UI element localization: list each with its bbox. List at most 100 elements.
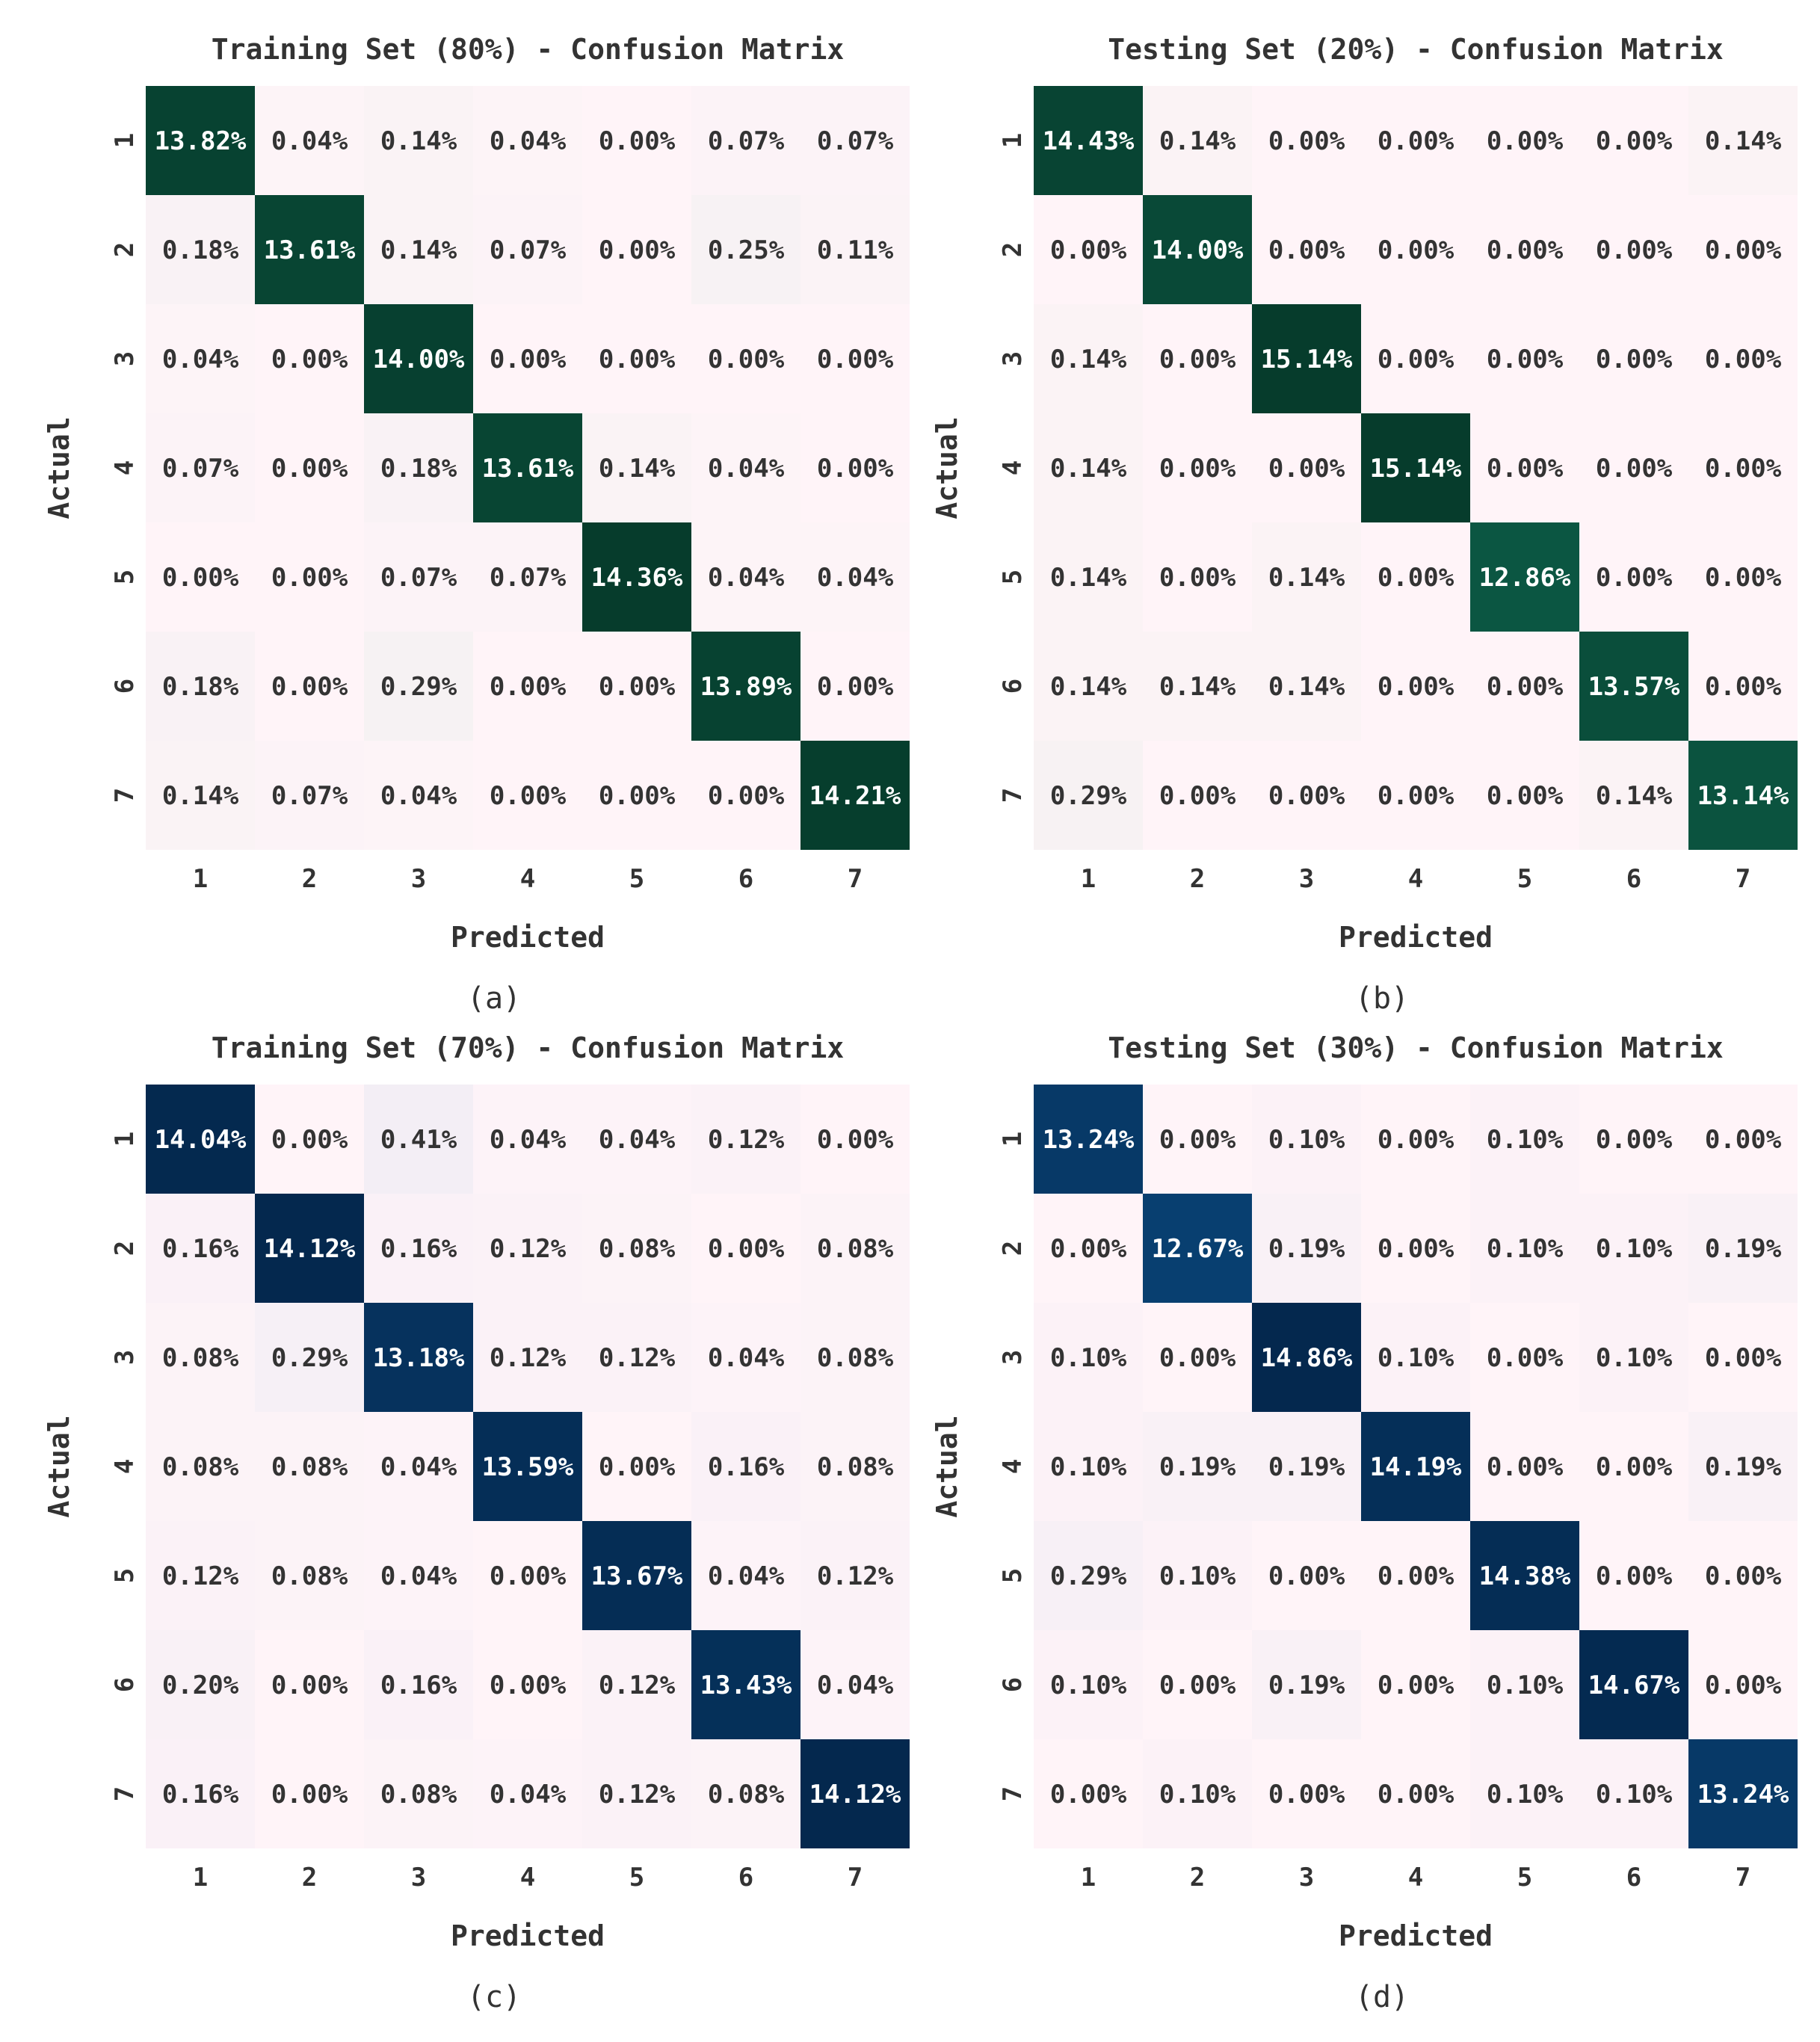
cell-value-label: 0.00% (1487, 672, 1564, 702)
heatmap-cell (1034, 741, 1143, 850)
heatmap-cell (473, 413, 582, 522)
heatmap-cell (1688, 1085, 1798, 1194)
cell-value-label: 0.14% (1050, 345, 1127, 374)
heatmap-cell (1034, 1412, 1143, 1521)
cell-value-label: 13.14% (1697, 781, 1789, 811)
heatmap-cell (691, 1303, 801, 1412)
cell-value-label: 0.19% (1705, 1234, 1782, 1264)
heatmap-cell (1252, 632, 1361, 741)
heatmap-cell (364, 1085, 473, 1194)
cell-value-label: 0.18% (162, 235, 239, 265)
x-tick-label: 7 (848, 1863, 863, 1893)
cell-value-label: 0.00% (1268, 126, 1345, 156)
cell-value-label: 0.29% (1050, 781, 1127, 811)
x-tick-label: 7 (848, 864, 863, 894)
heatmap-cell (364, 741, 473, 850)
panel-caption: (c) (467, 1980, 521, 2014)
heatmap-cell (1034, 632, 1143, 741)
y-tick-label: 1 (998, 133, 1028, 148)
heatmap-cell (1579, 304, 1688, 413)
heatmap-cell (473, 632, 582, 741)
cell-value-label: 0.08% (708, 1780, 785, 1810)
heatmap-cell (1579, 195, 1688, 304)
x-tick-label: 1 (1081, 864, 1096, 894)
heatmap-cell (1688, 1521, 1798, 1630)
y-tick-label: 4 (110, 460, 140, 475)
heatmap-cell (1688, 1412, 1798, 1521)
heatmap-cell (364, 413, 473, 522)
cell-value-label: 13.59% (482, 1452, 574, 1482)
cell-value-label: 0.00% (490, 1671, 567, 1700)
cell-value-label: 0.19% (1268, 1671, 1345, 1700)
cell-value-label: 0.10% (1378, 1343, 1455, 1373)
cell-value-label: 0.08% (162, 1343, 239, 1373)
cell-value-label: 0.00% (490, 345, 567, 374)
cell-value-label: 0.19% (1159, 1452, 1236, 1482)
cell-value-label: 0.04% (162, 345, 239, 374)
cell-value-label: 0.00% (490, 1561, 567, 1591)
heatmap-cell (691, 304, 801, 413)
heatmap-cell (146, 1521, 255, 1630)
heatmap-cell (255, 1630, 364, 1739)
heatmap-cell (146, 522, 255, 632)
heatmap-cell (473, 1521, 582, 1630)
heatmap-cell (364, 86, 473, 195)
heatmap-cell (1470, 1630, 1579, 1739)
heatmap-cell (146, 195, 255, 304)
heatmap-cell (1361, 1085, 1470, 1194)
heatmap-cell (1470, 1194, 1579, 1303)
heatmap-cell (1470, 195, 1579, 304)
cell-value-label: 0.00% (1378, 126, 1455, 156)
y-axis-label: Actual (43, 1415, 75, 1517)
heatmap-cell (1579, 1412, 1688, 1521)
x-tick-label: 7 (1736, 1863, 1750, 1893)
heatmap-cell (1143, 741, 1252, 850)
cell-value-label: 0.14% (162, 781, 239, 811)
cell-value-label: 0.00% (1596, 235, 1673, 265)
heatmap-cell (1579, 1194, 1688, 1303)
x-tick-label: 3 (1299, 1863, 1314, 1893)
cell-value-label: 0.00% (817, 1125, 894, 1155)
heatmap-cell (364, 522, 473, 632)
cell-value-label: 0.07% (490, 235, 567, 265)
heatmap-cell (691, 522, 801, 632)
y-tick-label: 6 (998, 679, 1028, 694)
x-tick-label: 6 (738, 1863, 753, 1893)
x-tick-label: 1 (193, 1863, 208, 1893)
heatmap-cell (691, 195, 801, 304)
heatmap-cell (801, 86, 910, 195)
x-axis-label: Predicted (451, 1919, 605, 1952)
cell-value-label: 13.18% (373, 1343, 465, 1373)
x-tick-label: 5 (1517, 864, 1532, 894)
heatmap-cell (801, 304, 910, 413)
cell-value-label: 0.19% (1705, 1452, 1782, 1482)
cell-value-label: 0.00% (1378, 563, 1455, 593)
x-tick-label: 5 (1517, 1863, 1532, 1893)
heatmap-cell (473, 1630, 582, 1739)
heatmap-cell (1143, 522, 1252, 632)
heatmap-cell (1252, 1085, 1361, 1194)
heatmap-cell (1579, 522, 1688, 632)
cell-value-label: 14.21% (809, 781, 901, 811)
heatmap-cell (1579, 632, 1688, 741)
cell-value-label: 0.08% (817, 1234, 894, 1264)
x-axis-label: Predicted (1339, 921, 1493, 954)
cell-value-label: 0.08% (162, 1452, 239, 1482)
heatmap-cell (582, 741, 691, 850)
y-tick-label: 2 (998, 1241, 1028, 1256)
x-tick-label: 2 (1190, 864, 1205, 894)
cell-value-label: 14.36% (591, 563, 683, 593)
cell-value-label: 0.00% (1487, 126, 1564, 156)
heatmap-cell (364, 195, 473, 304)
heatmap-cell (691, 1194, 801, 1303)
cell-value-label: 0.00% (1596, 126, 1673, 156)
cell-value-label: 0.10% (1050, 1671, 1127, 1700)
y-axis-label: Actual (931, 1415, 963, 1517)
cell-value-label: 14.00% (373, 345, 465, 374)
cell-value-label: 0.00% (817, 454, 894, 484)
heatmap-cell (691, 86, 801, 195)
cell-value-label: 13.61% (482, 454, 574, 484)
heatmap-cell (801, 1085, 910, 1194)
cell-value-label: 14.86% (1261, 1343, 1353, 1373)
heatmap-cell (146, 1194, 255, 1303)
